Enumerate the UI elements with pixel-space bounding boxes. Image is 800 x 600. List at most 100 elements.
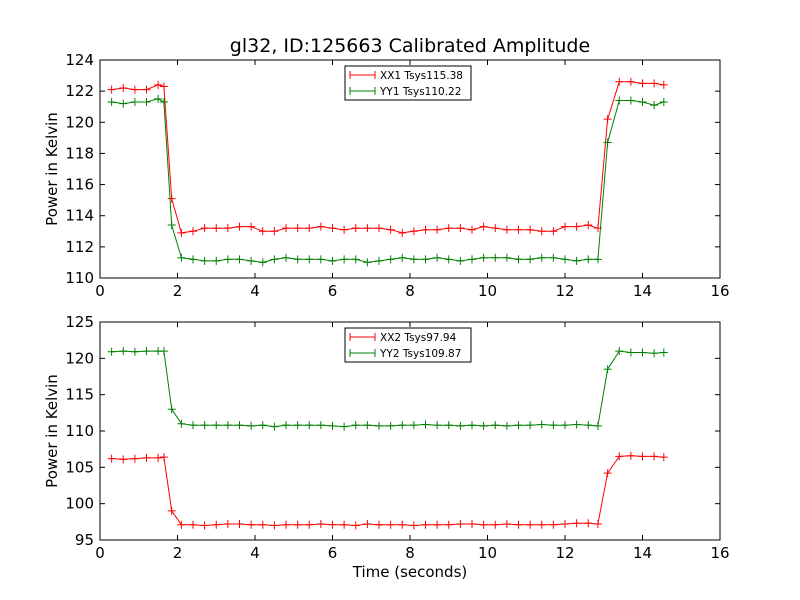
legend-label: XX1 Tsys115.38 — [380, 70, 463, 82]
data-point — [456, 224, 465, 233]
data-point — [107, 454, 116, 463]
data-point — [119, 99, 128, 108]
data-point — [351, 521, 360, 530]
data-point — [223, 421, 232, 430]
data-point — [433, 253, 442, 262]
y-tick-label: 110 — [65, 269, 94, 287]
data-point — [305, 421, 314, 430]
data-point — [282, 421, 290, 430]
data-point — [502, 225, 511, 234]
data-point — [167, 405, 176, 414]
data-point — [189, 227, 197, 236]
data-point — [258, 421, 267, 430]
data-point — [398, 421, 407, 430]
data-point — [167, 194, 176, 203]
legend-label: YY2 Tsys109.87 — [379, 348, 461, 360]
data-point — [258, 227, 267, 236]
data-point — [572, 222, 581, 231]
x-tick-label: 2 — [173, 544, 183, 562]
series-1 — [107, 451, 668, 530]
data-point — [316, 520, 325, 529]
data-point — [421, 520, 430, 529]
legend-marker — [349, 333, 376, 341]
data-point — [456, 520, 465, 529]
data-point — [212, 421, 221, 430]
data-point — [421, 420, 430, 429]
data-point — [247, 222, 256, 231]
data-point — [584, 421, 593, 430]
data-point — [433, 225, 442, 234]
data-point — [119, 84, 128, 93]
data-point — [444, 520, 453, 529]
data-point — [638, 452, 647, 461]
legend-box — [344, 327, 472, 363]
data-point — [537, 420, 546, 429]
data-point — [130, 85, 139, 94]
data-point — [107, 85, 116, 94]
data-point — [305, 224, 314, 233]
data-point — [200, 521, 209, 530]
data-point — [514, 421, 523, 430]
data-point — [398, 520, 407, 529]
legend-label: YY1 Tsys110.22 — [379, 86, 461, 98]
data-point — [363, 520, 372, 529]
data-point — [386, 520, 395, 529]
legend-marker — [349, 87, 376, 95]
data-point — [270, 422, 279, 431]
y-axis-label: Power in Kelvin — [43, 112, 61, 226]
data-point — [142, 453, 151, 462]
y-tick-label: 120 — [65, 349, 94, 367]
x-tick-label: 6 — [328, 544, 338, 562]
legend-item: YY1 Tsys110.22 — [349, 86, 461, 98]
data-point — [603, 138, 612, 147]
x-tick-label: 6 — [328, 282, 338, 300]
data-point — [159, 347, 168, 356]
data-point — [189, 255, 197, 264]
data-point — [444, 224, 453, 233]
x-tick-label: 14 — [633, 282, 652, 300]
data-point — [119, 455, 128, 464]
data-point — [561, 421, 569, 430]
data-point — [167, 221, 176, 230]
data-point — [456, 256, 465, 265]
data-point — [375, 224, 383, 233]
data-point — [502, 421, 511, 430]
legend-marker — [349, 349, 376, 357]
data-point — [479, 253, 488, 262]
x-tick-label: 12 — [555, 544, 574, 562]
x-tick-label: 10 — [478, 544, 497, 562]
legend: XX1 Tsys115.38 YY1 Tsys110.22 — [344, 65, 472, 101]
y-tick-label: 115 — [65, 386, 94, 404]
data-point — [363, 421, 372, 430]
data-point — [409, 227, 418, 236]
data-point — [340, 422, 349, 431]
data-point — [561, 222, 569, 231]
data-point — [177, 253, 186, 262]
legend-box — [344, 65, 472, 101]
data-point — [479, 222, 488, 231]
data-point — [107, 347, 116, 356]
data-point — [235, 222, 244, 231]
data-point — [247, 256, 256, 265]
data-point — [659, 348, 668, 357]
data-point — [502, 520, 511, 529]
data-point — [421, 255, 430, 264]
data-point — [177, 419, 186, 428]
data-point — [615, 77, 624, 86]
y-tick-label: 116 — [65, 176, 94, 194]
data-point — [659, 80, 668, 89]
data-point — [200, 421, 209, 430]
data-point — [212, 520, 221, 529]
x-axis-label: Time (seconds) — [352, 563, 468, 581]
x-tick-label: 12 — [555, 282, 574, 300]
y-tick-label: 105 — [65, 458, 94, 476]
data-point — [561, 255, 569, 264]
data-point — [223, 224, 232, 233]
data-point — [398, 228, 407, 237]
data-point — [200, 224, 209, 233]
data-point — [626, 451, 635, 460]
y-tick-label: 120 — [65, 113, 94, 131]
data-point — [491, 253, 500, 262]
data-point — [572, 420, 581, 429]
data-point — [351, 224, 360, 233]
